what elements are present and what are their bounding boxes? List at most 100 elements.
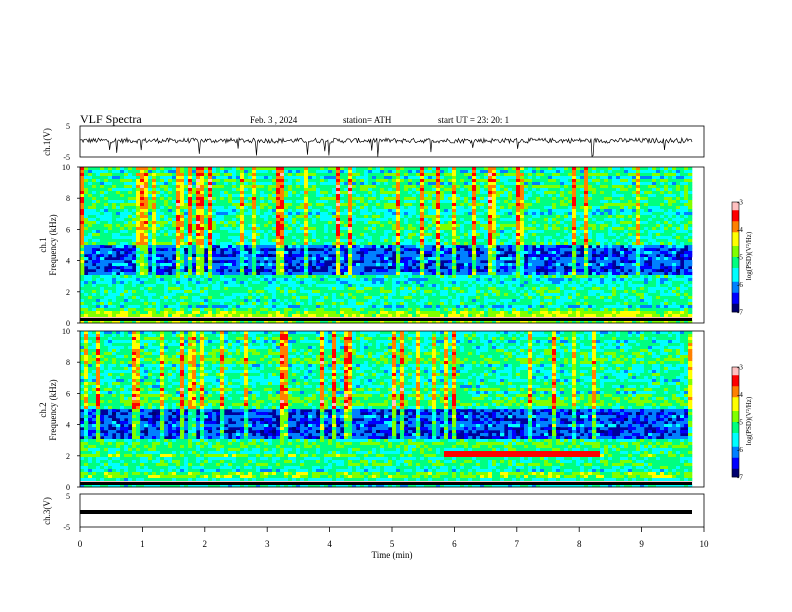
spectrogram-cell [104,194,109,198]
spectrogram-cell [348,209,353,213]
spectrogram-cell [548,239,553,243]
spectrogram-cell [104,215,109,219]
spectrogram-cell [620,203,625,207]
spectrogram-cell [124,206,129,210]
spectrogram-cell [384,224,389,228]
spectrogram-cell [240,221,245,225]
spectrogram-cell [372,191,377,195]
spectrogram-cell [104,239,109,243]
spectrogram-cell [220,263,225,267]
spectrogram-cell [400,173,405,177]
spectrogram-cell [544,248,549,252]
spectrogram-cell [684,200,689,204]
spectrogram-cell [648,221,653,225]
spectrogram-cell [420,236,425,240]
spectrogram-cell [332,188,337,192]
spectrogram-cell [608,191,613,195]
spectrogram-cell [320,173,325,177]
spectrogram-cell [416,257,421,261]
spectrogram-cell [552,209,557,213]
spectrogram-cell [124,188,129,192]
spectrogram-cell [460,230,465,234]
spectrogram-cell [424,242,429,246]
spectrogram-cell [264,197,269,201]
spectrogram-cell [204,200,209,204]
spectrogram-cell [440,185,445,189]
spectrogram-cell [296,197,301,201]
spectrogram-cell [568,248,573,252]
spectrogram-cell [312,206,317,210]
spectrogram-cell [80,185,85,189]
spectrogram-cell [152,170,157,174]
spectrogram-cell [104,203,109,207]
spectrogram-cell [212,257,217,261]
spectrogram-cell [228,188,233,192]
spectrogram-cell [248,242,253,246]
spectrogram-cell [600,167,605,171]
spectrogram-cell [468,224,473,228]
spectrogram-cell [608,200,613,204]
spectrogram-cell [648,200,653,204]
spectrogram-cell [432,254,437,258]
spectrogram-cell [252,263,257,267]
spectrogram-cell [424,209,429,213]
spectrogram-cell [236,191,241,195]
spectrogram-cell [148,260,153,264]
spectrogram-cell [596,173,601,177]
spectrogram-cell [484,245,489,249]
spectrogram-cell [252,194,257,198]
spectrogram-cell [604,191,609,195]
spectrogram-cell [260,266,265,270]
spectrogram-cell [132,248,137,252]
spectrogram-cell [332,263,337,267]
spectrogram-cell [504,203,509,207]
spectrogram-cell [532,263,537,267]
spectrogram-cell [632,203,637,207]
spectrogram-cell [668,218,673,222]
spectrogram-cell [256,170,261,174]
spectrogram-cell [280,185,285,189]
spectrogram-cell [332,203,337,207]
spectrogram-cell [320,233,325,237]
spectrogram-cell [500,185,505,189]
spectrogram-cell [516,236,521,240]
spectrogram-cell [344,215,349,219]
spectrogram-cell [548,230,553,234]
spectrogram-cell [564,197,569,201]
spectrogram-cell [128,221,133,225]
spectrogram-cell [312,179,317,183]
spectrogram-cell [556,215,561,219]
spectrogram-cell [668,206,673,210]
spectrogram-cell [548,170,553,174]
spectrogram-cell [288,173,293,177]
spectrogram-cell [584,194,589,198]
spectrogram-cell [360,236,365,240]
spectrogram-cell [420,242,425,246]
spectrogram-cell [512,191,517,195]
spectrogram-cell [588,203,593,207]
spectrogram-cell [492,236,497,240]
spectrogram-cell [216,206,221,210]
spectrogram-cell [96,260,101,264]
spectrogram-cell [496,182,501,186]
spectrogram-cell [480,242,485,246]
spectrogram-cell [288,167,293,171]
spectrogram-cell [328,215,333,219]
spectrogram-cell [596,200,601,204]
spectrogram-cell [252,269,257,273]
spectrogram-cell [212,167,217,171]
spectrogram-cell [148,185,153,189]
spectrogram-cell [244,260,249,264]
spectrogram-cell [456,185,461,189]
spectrogram-cell [652,173,657,177]
spectrogram-cell [156,242,161,246]
spectrogram-cell [580,230,585,234]
spectrogram-cell [288,194,293,198]
spectrogram-cell [384,215,389,219]
spectrogram-cell [200,221,205,225]
spectrogram-cell [572,221,577,225]
spectrogram-cell [272,242,277,246]
spectrogram-cell [688,233,693,237]
spectrogram-cell [504,242,509,246]
spectrogram-cell [612,218,617,222]
